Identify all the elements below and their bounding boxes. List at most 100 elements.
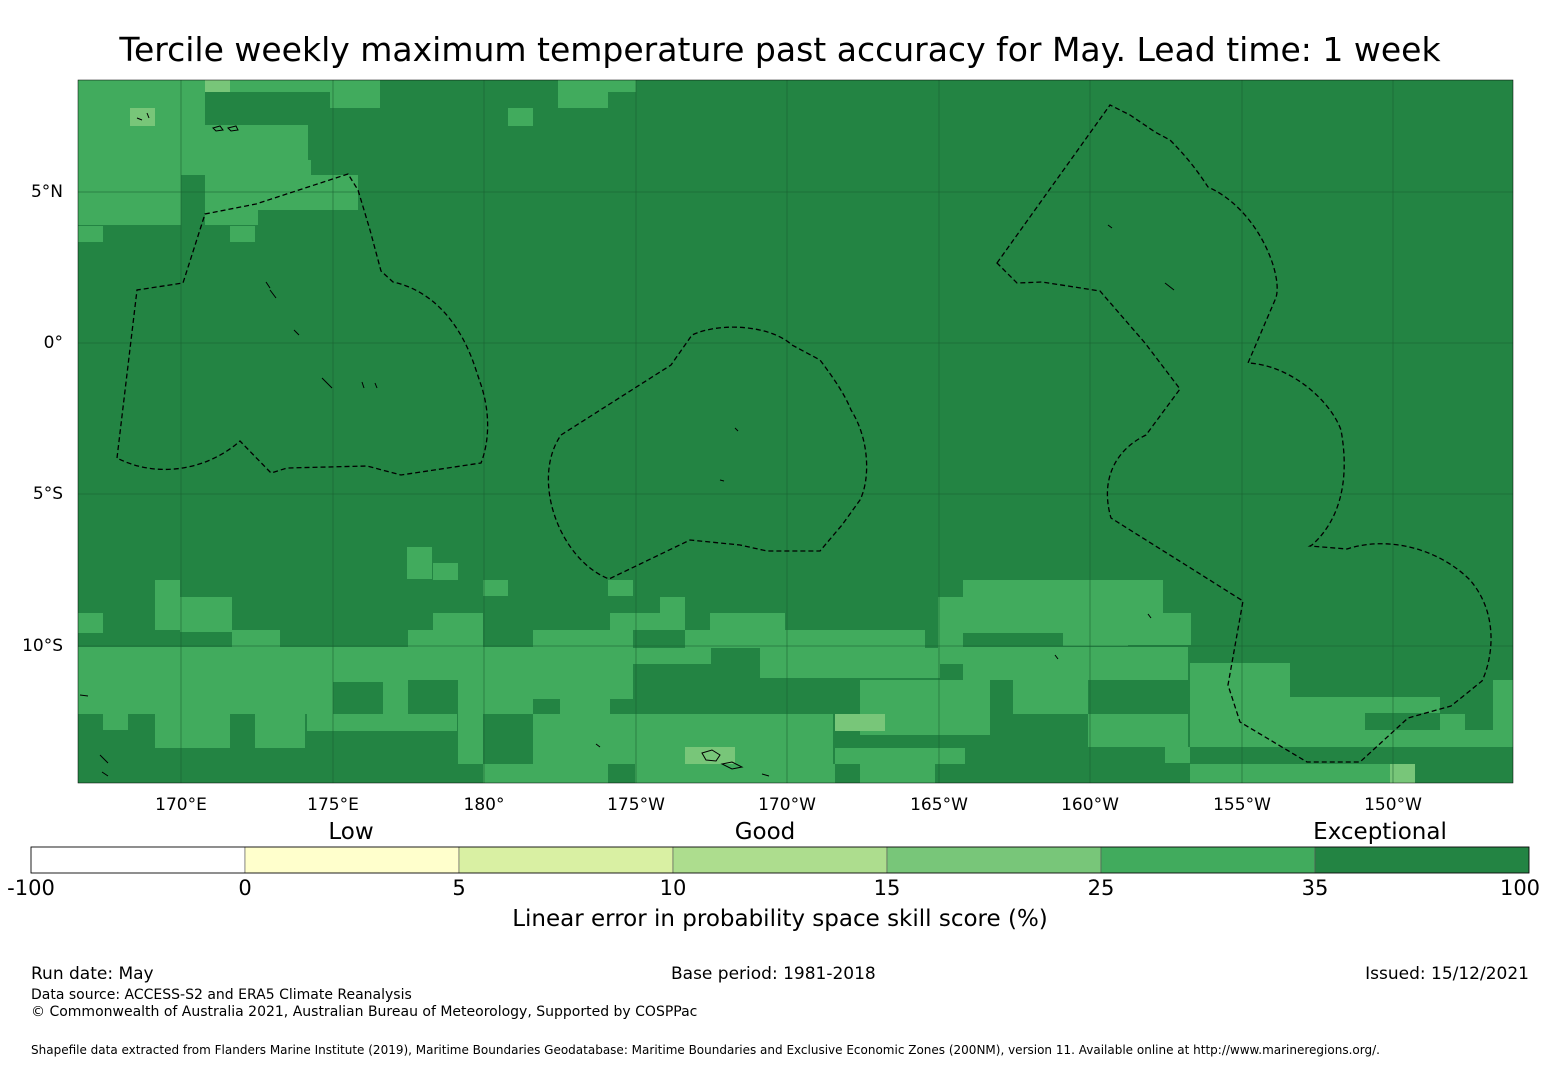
skill-cell <box>660 613 685 630</box>
island-outline <box>374 382 378 389</box>
skill-cell <box>407 547 432 579</box>
skill-cell <box>483 580 508 596</box>
graticule-lines <box>78 80 1513 783</box>
skill-cell <box>130 108 155 126</box>
skill-cell <box>103 714 128 730</box>
skill-cell <box>1365 730 1513 747</box>
skill-cell <box>408 630 483 680</box>
colorbar-tick-label: 0 <box>238 876 252 900</box>
lat-tick-label: 10°S <box>22 636 63 656</box>
colorbar-tick-label: 100 <box>1499 876 1541 900</box>
island-outline <box>1164 282 1175 291</box>
skill-cell <box>860 764 935 783</box>
skill-cell <box>1190 764 1390 783</box>
skill-cell <box>760 648 940 678</box>
lon-tick-label: 175°W <box>607 795 665 815</box>
lon-tick-label: 150°W <box>1364 795 1422 815</box>
skill-cell <box>433 563 458 580</box>
lon-tick-label: 170°W <box>758 795 816 815</box>
base-period: Base period: 1981-2018 <box>671 964 876 984</box>
skill-cell <box>710 764 835 783</box>
colorbar-segment <box>886 846 1102 874</box>
skill-cell <box>232 630 280 647</box>
skill-cell <box>508 108 533 126</box>
island-outline <box>269 289 277 299</box>
skill-cell <box>330 80 380 108</box>
island-outline <box>761 773 770 777</box>
island-outline <box>595 743 601 748</box>
skill-cell <box>710 613 760 630</box>
skill-cell <box>1290 697 1365 747</box>
copyright-notice: © Commonwealth of Australia 2021, Austra… <box>31 1004 698 1020</box>
lat-tick-label: 5°N <box>30 182 63 202</box>
skill-cell <box>938 597 963 613</box>
island-outline <box>79 694 89 697</box>
skill-cell <box>1365 697 1440 713</box>
skill-cell <box>230 80 330 92</box>
skill-cell <box>1493 680 1513 730</box>
colorbar-tick-label: 10 <box>659 876 687 900</box>
skill-cell <box>78 682 333 714</box>
colorbar-tick-label: 35 <box>1301 876 1329 900</box>
shapefile-credit: Shapefile data extracted from Flanders M… <box>31 1043 1380 1057</box>
eez-boundaries <box>116 104 1492 763</box>
skill-score-cells <box>78 80 1513 783</box>
skill-cell <box>685 747 735 764</box>
skill-cell <box>633 648 711 664</box>
skill-cell <box>181 160 311 175</box>
skill-cell <box>533 714 833 764</box>
island-outline <box>101 771 109 777</box>
lat-tick-label: 5°S <box>32 484 63 504</box>
data-source: Data source: ACCESS-S2 and ERA5 Climate … <box>31 987 412 1003</box>
map-frame <box>77 79 1514 784</box>
colorbar-segment <box>244 846 460 874</box>
skill-cell <box>963 647 1088 680</box>
colorbar-segment <box>1314 846 1530 874</box>
skill-cell <box>835 748 965 764</box>
colorbar-segment <box>1100 846 1316 874</box>
lon-tick-label: 180° <box>463 795 505 815</box>
colorbar-segment <box>458 846 674 874</box>
run-date: Run date: May <box>31 964 154 984</box>
skill-cell <box>255 714 305 748</box>
skill-cell <box>483 647 533 681</box>
eez-boundary <box>547 326 868 580</box>
island-outline <box>1107 224 1113 229</box>
island-outline <box>719 479 725 482</box>
skill-cell <box>155 714 230 748</box>
skill-cell <box>258 175 358 210</box>
island-outline <box>361 381 365 389</box>
island-outline <box>293 329 300 336</box>
colorbar <box>30 846 1530 874</box>
colorbar-tick-label: 25 <box>1087 876 1115 900</box>
skill-cell <box>1190 663 1290 747</box>
issued-date: Issued: 15/12/2021 <box>1365 964 1529 984</box>
skill-cell <box>1063 630 1128 646</box>
island-outline <box>1054 654 1059 660</box>
skill-cell <box>610 613 660 630</box>
skill-cell <box>155 580 180 630</box>
skill-cell <box>635 764 710 783</box>
skill-cell <box>1088 714 1188 747</box>
skill-cell <box>433 613 483 630</box>
colorbar-segment <box>30 846 246 874</box>
skill-cell <box>383 680 408 714</box>
island-outline <box>136 117 143 121</box>
skill-cell <box>78 613 103 633</box>
island-outline <box>265 281 271 289</box>
skill-cell <box>205 80 230 92</box>
skill-cell <box>483 764 608 783</box>
lon-tick-label: 155°W <box>1213 795 1271 815</box>
skill-cell <box>608 80 636 92</box>
island-outline <box>701 749 721 762</box>
skill-cell <box>458 714 483 764</box>
colorbar-title: Linear error in probability space skill … <box>512 906 1048 932</box>
legend-category-good: Good <box>734 819 796 845</box>
colorbar-segment <box>672 846 888 874</box>
eez-boundary <box>996 104 1492 763</box>
island-outline <box>212 125 224 132</box>
skill-cell <box>1088 647 1188 680</box>
lon-tick-label: 170°E <box>155 795 207 815</box>
skill-cell <box>458 680 533 714</box>
